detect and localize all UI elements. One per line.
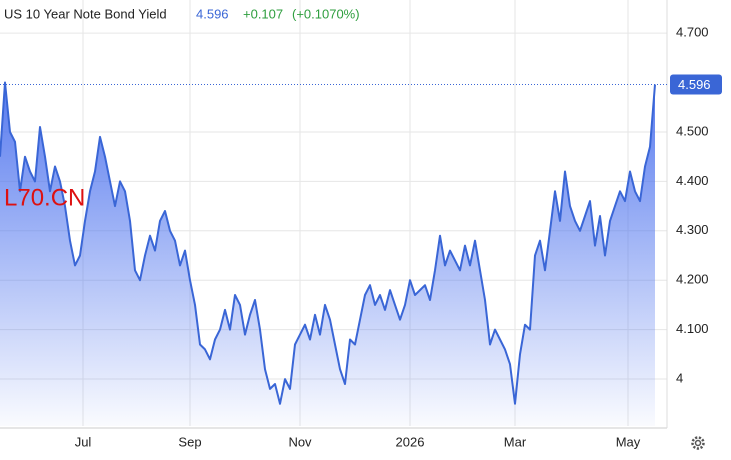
last-value-label: 4.596 <box>678 77 711 92</box>
change: +0.107 <box>243 6 283 21</box>
x-tick-label: Mar <box>504 434 527 449</box>
x-tick-label: 2026 <box>396 434 425 449</box>
x-tick-label: Jul <box>75 434 92 449</box>
line <box>0 81 656 405</box>
y-tick-label: 4.200 <box>676 272 709 287</box>
x-tick-label: May <box>616 434 641 449</box>
y-tick-label: 4 <box>676 370 683 385</box>
y-tick-label: 4.300 <box>676 222 709 237</box>
chart-title: US 10 Year Note Bond Yield <box>4 6 167 21</box>
change-percent: (+0.1070%) <box>292 6 360 21</box>
area-fill <box>0 82 655 426</box>
y-tick-label: 4.700 <box>676 25 709 40</box>
price: 4.596 <box>196 6 229 21</box>
x-tick-label: Nov <box>288 434 312 449</box>
watermark: L70.CN <box>4 184 85 211</box>
y-tick-label: 4.100 <box>676 321 709 336</box>
settings-icon[interactable] <box>691 436 705 450</box>
x-tick-label: Sep <box>178 434 201 449</box>
last-value-badge <box>670 74 722 95</box>
y-tick-label: 4.500 <box>676 123 709 138</box>
y-tick-label: 4.400 <box>676 173 709 188</box>
